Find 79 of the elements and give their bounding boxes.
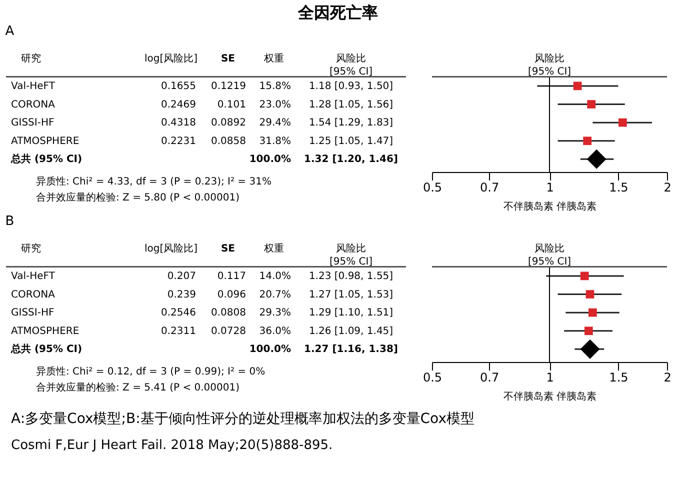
category-label: log[风险比] — [144, 52, 198, 64]
x-tick-label: 2 — [664, 180, 672, 194]
category-label: 权重 — [263, 52, 284, 64]
category-label: CORONA — [11, 289, 55, 300]
text: 1.27 [1.05, 1.53] — [308, 289, 394, 300]
x-axis-title: 不伴胰岛素 伴胰岛素 — [503, 200, 597, 212]
chart-title: 风险比 [95% CI] — [528, 52, 572, 78]
text: 0.096 — [217, 289, 246, 300]
category-label: Val-HeFT — [11, 80, 55, 92]
text: 20.7% — [259, 289, 291, 300]
category-label: ATMOSPHERE — [11, 136, 80, 147]
x-tick-label: 2 — [664, 370, 672, 384]
text: 0.0728 — [211, 326, 246, 337]
text: 0.101 — [217, 99, 246, 110]
text: 1.18 [0.93, 1.50] — [308, 80, 394, 92]
text: 0.2231 — [161, 136, 196, 147]
text: 14.0% — [259, 270, 291, 282]
category-label: Val-HeFT — [11, 270, 55, 282]
text: 31.8% — [259, 136, 291, 147]
x-tick-label: 0.5 — [422, 370, 442, 384]
x-tick-label: 0.5 — [422, 180, 442, 194]
text: 100.0% — [249, 344, 291, 356]
text: 29.3% — [259, 308, 291, 319]
text: 0.0892 — [211, 118, 246, 129]
text: 0.239 — [167, 289, 196, 300]
category-label: GISSI-HF — [11, 308, 54, 319]
x-tick-label: 1 — [546, 180, 554, 194]
x-tick-label: 0.7 — [480, 370, 500, 384]
category-label: SE — [220, 53, 236, 64]
category-label: 风险比 [95% CI] — [329, 242, 373, 268]
x-tick-label: 1.5 — [609, 370, 628, 384]
text: 1.28 [1.05, 1.56] — [308, 99, 394, 110]
text: 1.32 [1.20, 1.46] — [304, 154, 398, 166]
category-label: 研究 — [21, 52, 41, 64]
category-label: 风险比 [95% CI] — [329, 52, 373, 78]
category-label: 权重 — [263, 242, 284, 254]
text: 异质性: Chi² = 4.33, df = 3 (P = 0.23); I² = 31% — [36, 176, 272, 188]
text: 1.26 [1.09, 1.45] — [308, 326, 394, 337]
text: 合并效应量的检验: Z = 5.41 (P < 0.00001) — [36, 382, 240, 394]
text: 0.2546 — [161, 308, 196, 319]
text: 29.4% — [259, 118, 291, 129]
text: 15.8% — [259, 80, 291, 92]
category-label: 总共 (95% CI) — [11, 344, 82, 356]
text: 1.25 [1.05, 1.47] — [308, 136, 394, 147]
x-tick-label: 1.5 — [609, 180, 628, 194]
text: Cosmi F,Eur J Heart Fail. 2018 May;20(5)888-895. — [11, 438, 333, 453]
text: A:多变量Cox模型;B:基于倾向性评分的逆处理概率加权法的多变量Cox模型 — [11, 411, 474, 427]
category-label: GISSI-HF — [11, 118, 54, 129]
text: 0.117 — [217, 270, 246, 282]
text: 1.54 [1.29, 1.83] — [308, 118, 394, 129]
category-label: 总共 (95% CI) — [11, 154, 82, 166]
text: 0.0808 — [211, 308, 246, 319]
text: 100.0% — [249, 154, 291, 166]
category-label: 研究 — [21, 242, 41, 254]
text: 0.1655 — [161, 80, 196, 92]
text: 23.0% — [259, 99, 291, 110]
text: 异质性: Chi² = 0.12, df = 3 (P = 0.99); I² = 0% — [36, 366, 266, 378]
category-label: log[风险比] — [144, 242, 198, 254]
text: 全因死亡率 — [297, 3, 378, 22]
text: 合并效应量的检验: Z = 5.80 (P < 0.00001) — [36, 192, 240, 204]
text: 0.1219 — [211, 80, 246, 92]
category-label: SE — [220, 243, 236, 254]
text: A — [5, 24, 14, 39]
text: 0.2469 — [161, 99, 196, 110]
text: 0.0858 — [211, 136, 246, 147]
text: 1.23 [0.98, 1.55] — [308, 270, 394, 282]
category-label: CORONA — [11, 99, 55, 110]
text: 36.0% — [259, 326, 291, 337]
text: 1.29 [1.10, 1.51] — [308, 308, 394, 319]
chart-title: 风险比 [95% CI] — [528, 242, 572, 268]
text: 0.207 — [167, 270, 196, 282]
text: 1.27 [1.16, 1.38] — [304, 344, 398, 356]
x-tick-label: 0.7 — [480, 180, 500, 194]
category-label: ATMOSPHERE — [11, 326, 80, 337]
text: 0.2311 — [161, 326, 196, 337]
x-tick-label: 1 — [546, 370, 554, 384]
text: 0.4318 — [161, 118, 196, 129]
x-axis-title: 不伴胰岛素 伴胰岛素 — [503, 390, 597, 402]
text: B — [5, 214, 14, 229]
